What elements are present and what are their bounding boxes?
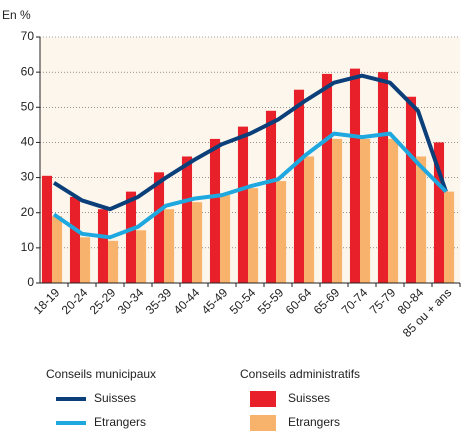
y-tick-label: 10 [21, 240, 35, 254]
bar [276, 181, 287, 283]
bar [108, 240, 119, 283]
y-tick-label: 20 [21, 205, 35, 219]
bar [153, 172, 165, 283]
bar [416, 156, 427, 283]
legend-label: Suisses [288, 391, 330, 405]
bar [80, 237, 91, 283]
x-tick-label: 55-59 [255, 285, 287, 317]
x-tick-label: 25-29 [87, 285, 119, 317]
bar [248, 188, 259, 283]
bar [433, 142, 445, 283]
bar [181, 156, 193, 283]
bar [209, 138, 221, 283]
bar [304, 156, 315, 283]
x-tick-label: 75-79 [367, 285, 399, 317]
legend-title: Conseils administratifs [240, 367, 360, 381]
bar [220, 195, 231, 283]
legend-label: Etrangers [288, 415, 340, 429]
bar [237, 126, 249, 283]
y-tick-label: 0 [27, 275, 34, 289]
line [52, 131, 448, 240]
x-tick-label: 40-44 [171, 285, 203, 317]
legend-title: Conseils municipaux [46, 367, 156, 381]
legend-swatch [250, 391, 276, 407]
bar [192, 202, 203, 283]
x-tick-label: 50-54 [227, 285, 259, 317]
x-tick-label: 20-24 [59, 285, 91, 317]
bar [97, 209, 109, 283]
bar [332, 138, 343, 283]
x-tick-label: 35-39 [143, 285, 175, 317]
bar [136, 230, 147, 283]
x-tick-label: 45-49 [199, 285, 231, 317]
x-tick-label: 18-19 [31, 285, 63, 317]
bar [52, 216, 63, 283]
x-tick-label: 60-64 [283, 285, 315, 317]
bar [265, 110, 277, 283]
y-axis-label: En % [2, 8, 31, 22]
bar [444, 191, 455, 283]
x-tick-label: 65-69 [311, 285, 343, 317]
line [52, 73, 448, 212]
legend-swatch [250, 415, 276, 431]
bar [349, 68, 361, 283]
bar [388, 138, 399, 283]
y-tick-label: 30 [21, 170, 35, 184]
bar [321, 73, 333, 284]
bar [405, 96, 417, 283]
bar [360, 138, 371, 283]
y-tick-label: 40 [21, 135, 35, 149]
bar [125, 191, 137, 283]
bar [377, 72, 389, 284]
legend-label: Etrangers [94, 415, 146, 429]
legend-label: Suisses [94, 391, 136, 405]
y-tick-label: 60 [21, 64, 35, 78]
y-tick-label: 50 [21, 99, 35, 113]
bar [164, 209, 175, 283]
bar [69, 196, 81, 283]
y-tick-label: 70 [21, 29, 35, 43]
bar [41, 175, 53, 283]
x-tick-label: 30-34 [115, 285, 147, 317]
x-tick-label: 70-74 [339, 285, 371, 317]
bar [293, 89, 305, 283]
